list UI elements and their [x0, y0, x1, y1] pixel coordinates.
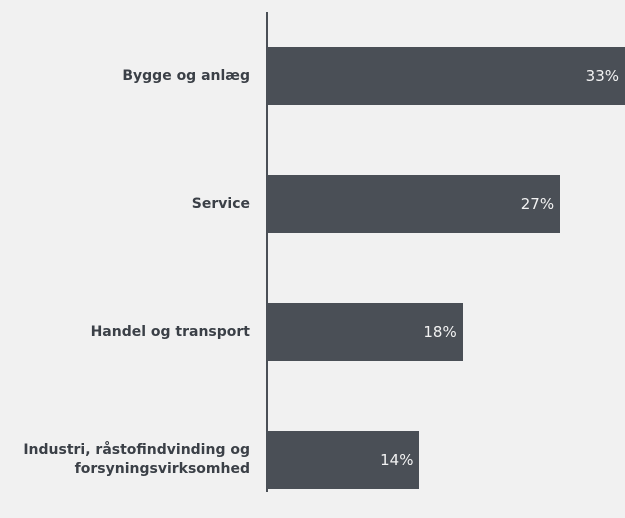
category-label: Bygge og anlæg [122, 67, 250, 84]
bar: 27% [268, 175, 561, 233]
axis-line [266, 12, 268, 492]
value-label: 14% [380, 451, 414, 469]
value-label: 18% [423, 323, 457, 341]
category-label: Industri, råstofindvinding og forsynings… [23, 442, 250, 477]
bar: 33% [268, 47, 625, 105]
value-label: 27% [520, 195, 555, 213]
value-label: 33% [585, 67, 619, 85]
category-label: Handel og transport [90, 323, 250, 340]
category-label: Service [191, 195, 250, 212]
bar: 14% [268, 431, 420, 489]
bar: 18% [268, 303, 463, 361]
